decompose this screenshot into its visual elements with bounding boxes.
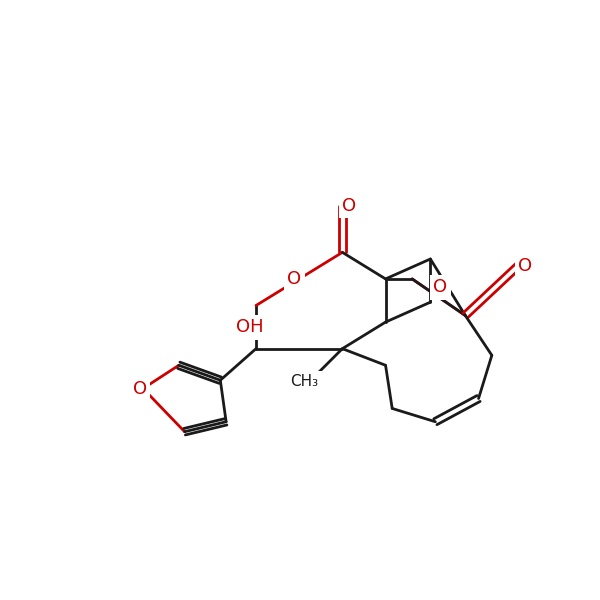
- Text: O: O: [287, 270, 301, 288]
- Text: CH₃: CH₃: [290, 374, 318, 389]
- Text: O: O: [133, 380, 147, 398]
- Text: O: O: [342, 197, 356, 215]
- Text: O: O: [518, 257, 532, 275]
- Text: OH: OH: [236, 318, 263, 336]
- Text: O: O: [433, 278, 448, 296]
